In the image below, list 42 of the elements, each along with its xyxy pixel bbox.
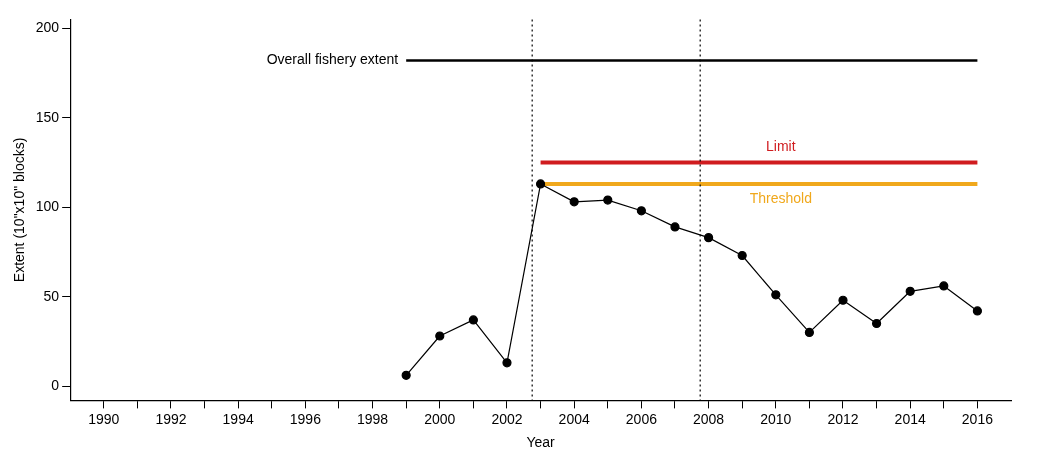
- x-tick-label: 2016: [961, 410, 994, 427]
- x-tick-label: 2004: [558, 410, 590, 427]
- point: [939, 281, 949, 291]
- point: [804, 327, 814, 338]
- y-tick-label: 150: [35, 108, 60, 125]
- y-tick-label: 200: [35, 19, 60, 36]
- y-tick-label: 100: [35, 198, 60, 215]
- x-tick-label: 1998: [356, 410, 389, 427]
- x-tick-label: 1990: [88, 410, 120, 427]
- series-label: Overall fishery extent: [266, 51, 399, 68]
- point: [838, 295, 848, 305]
- x-tick-label: 2014: [894, 410, 926, 427]
- y-tick-label: 0: [51, 376, 60, 393]
- y-tick-label: 50: [43, 287, 60, 304]
- point: [771, 290, 781, 300]
- point: [535, 179, 546, 189]
- point: [905, 286, 915, 296]
- point: [670, 222, 680, 232]
- y-axis-title: Extent (10"x10" blocks): [11, 137, 28, 283]
- x-tick-label: 1996: [289, 410, 322, 427]
- x-tick-label: 2008: [693, 410, 725, 427]
- point: [703, 233, 714, 243]
- series-label: Threshold: [749, 189, 812, 206]
- x-tick-label: 2000: [424, 410, 456, 427]
- x-tick-label: 2002: [491, 410, 523, 427]
- series-label: Limit: [766, 138, 796, 155]
- x-tick-label: 2012: [827, 410, 859, 427]
- x-tick-label: 2006: [625, 410, 658, 427]
- point: [435, 331, 445, 341]
- x-tick-label: 1992: [155, 410, 187, 427]
- x-axis-title: Year: [526, 434, 556, 451]
- point: [871, 318, 882, 329]
- point: [502, 358, 512, 368]
- point: [603, 195, 613, 205]
- point: [569, 197, 579, 207]
- point: [468, 315, 478, 325]
- point: [737, 250, 747, 261]
- point: [636, 206, 646, 216]
- x-tick-label: 1994: [222, 410, 254, 427]
- x-tick-label: 2010: [760, 410, 792, 427]
- point: [401, 370, 411, 380]
- point: [972, 306, 982, 316]
